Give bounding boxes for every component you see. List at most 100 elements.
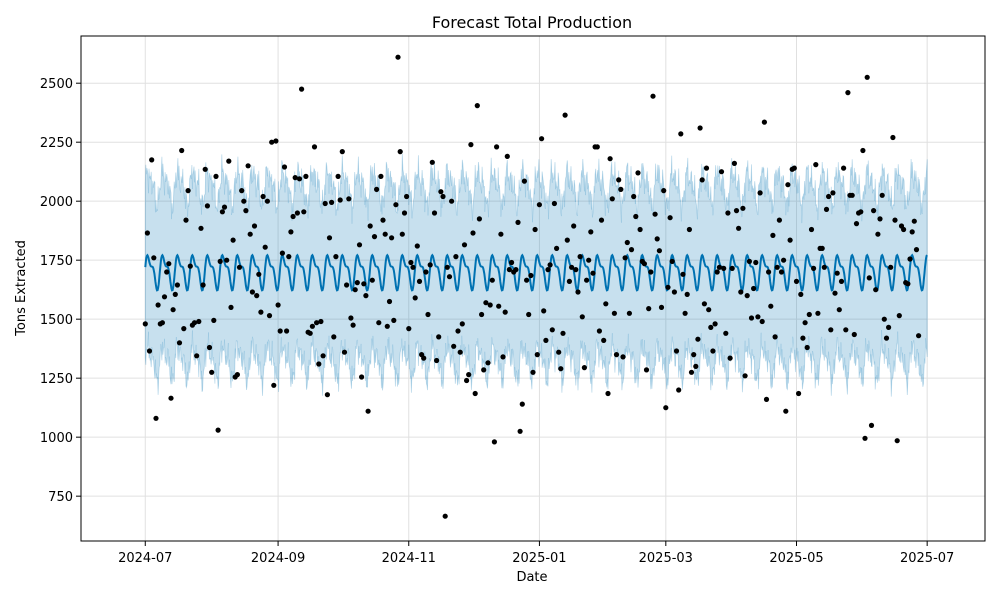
observed-point: [748, 315, 755, 321]
observed-point: [286, 254, 292, 260]
observed-point: [686, 226, 693, 233]
chart-title: Forecast Total Production: [432, 13, 632, 32]
observed-point: [673, 348, 680, 354]
observed-point: [601, 337, 607, 343]
observed-point: [406, 326, 412, 332]
observed-point: [461, 242, 468, 248]
observed-point: [521, 178, 528, 184]
observed-point: [650, 93, 656, 99]
observed-point: [800, 335, 806, 341]
observed-point: [320, 353, 326, 359]
observed-point: [663, 405, 669, 411]
observed-point: [243, 208, 249, 214]
observed-point: [584, 277, 590, 283]
observed-point: [873, 287, 879, 293]
observed-point: [269, 139, 275, 145]
observed-point: [226, 158, 232, 164]
observed-point: [618, 186, 624, 192]
observed-point: [174, 282, 180, 288]
observed-point: [449, 198, 455, 204]
observed-point: [613, 352, 620, 358]
observed-point: [264, 198, 270, 204]
observed-point: [142, 321, 148, 327]
observed-point: [736, 225, 742, 231]
observed-point: [558, 366, 564, 372]
y-tick-label: 2500: [40, 77, 73, 92]
observed-point: [571, 223, 577, 229]
observed-point: [316, 361, 322, 367]
observed-point: [421, 355, 427, 361]
observed-point: [279, 250, 285, 256]
observed-point: [344, 282, 350, 288]
observed-point: [380, 217, 386, 223]
observed-point: [605, 390, 611, 397]
observed-point: [628, 247, 635, 253]
observed-point: [172, 291, 178, 297]
observed-point: [194, 353, 200, 359]
observed-point: [314, 320, 320, 326]
observed-point: [755, 314, 761, 320]
observed-point: [526, 311, 532, 318]
observed-point: [241, 198, 247, 204]
y-axis-label: Tons Extracted: [14, 240, 29, 337]
uncertainty-band: [144, 153, 928, 397]
observed-point: [635, 170, 641, 176]
observed-point: [620, 354, 626, 360]
observed-point: [892, 217, 898, 223]
observed-point: [198, 225, 204, 231]
x-tick-label: 2025-03: [639, 551, 693, 566]
observed-point: [566, 278, 573, 284]
observed-point: [337, 197, 343, 203]
observed-point: [498, 231, 504, 237]
x-tick-label: 2025-05: [769, 551, 823, 566]
observed-point: [382, 231, 388, 237]
observed-point: [881, 316, 887, 322]
observed-point: [907, 256, 913, 262]
observed-point: [603, 301, 609, 307]
observed-point: [476, 216, 482, 222]
observed-point: [896, 313, 902, 319]
observed-point: [517, 428, 523, 434]
observed-point: [524, 277, 530, 283]
observed-point: [778, 269, 785, 275]
observed-point: [170, 307, 176, 313]
observed-point: [637, 226, 643, 233]
observed-point: [667, 215, 673, 221]
observed-point: [836, 307, 842, 313]
observed-point: [442, 513, 448, 519]
observed-point: [399, 231, 405, 237]
observed-point: [290, 213, 296, 220]
observed-point: [464, 377, 470, 384]
observed-point: [532, 226, 538, 233]
observed-point: [819, 245, 825, 251]
y-tick-label: 2000: [40, 195, 73, 210]
observed-point: [395, 54, 401, 60]
observed-point: [785, 182, 791, 188]
observed-point: [485, 360, 491, 366]
observed-point: [783, 408, 789, 414]
observed-point: [886, 324, 892, 330]
observed-point: [470, 230, 476, 236]
observed-point: [209, 369, 215, 375]
observed-point: [440, 193, 446, 200]
observed-point: [166, 261, 172, 267]
observed-point: [339, 149, 345, 155]
observed-point: [864, 74, 870, 80]
observed-point: [359, 374, 365, 380]
observed-point: [230, 237, 236, 243]
observed-point: [536, 202, 543, 208]
observed-point: [826, 193, 832, 200]
observed-point: [693, 363, 699, 369]
forecast-line: [144, 253, 928, 292]
observed-point: [299, 86, 305, 92]
observed-point: [611, 310, 618, 316]
observed-point: [643, 367, 650, 373]
observed-point: [500, 354, 506, 360]
observed-point: [256, 271, 262, 277]
observed-point: [384, 323, 390, 329]
observed-point: [669, 258, 675, 264]
observed-point: [281, 164, 288, 170]
observed-point: [159, 320, 165, 326]
observed-point: [181, 326, 187, 332]
x-tick-label: 2025-07: [900, 551, 954, 566]
